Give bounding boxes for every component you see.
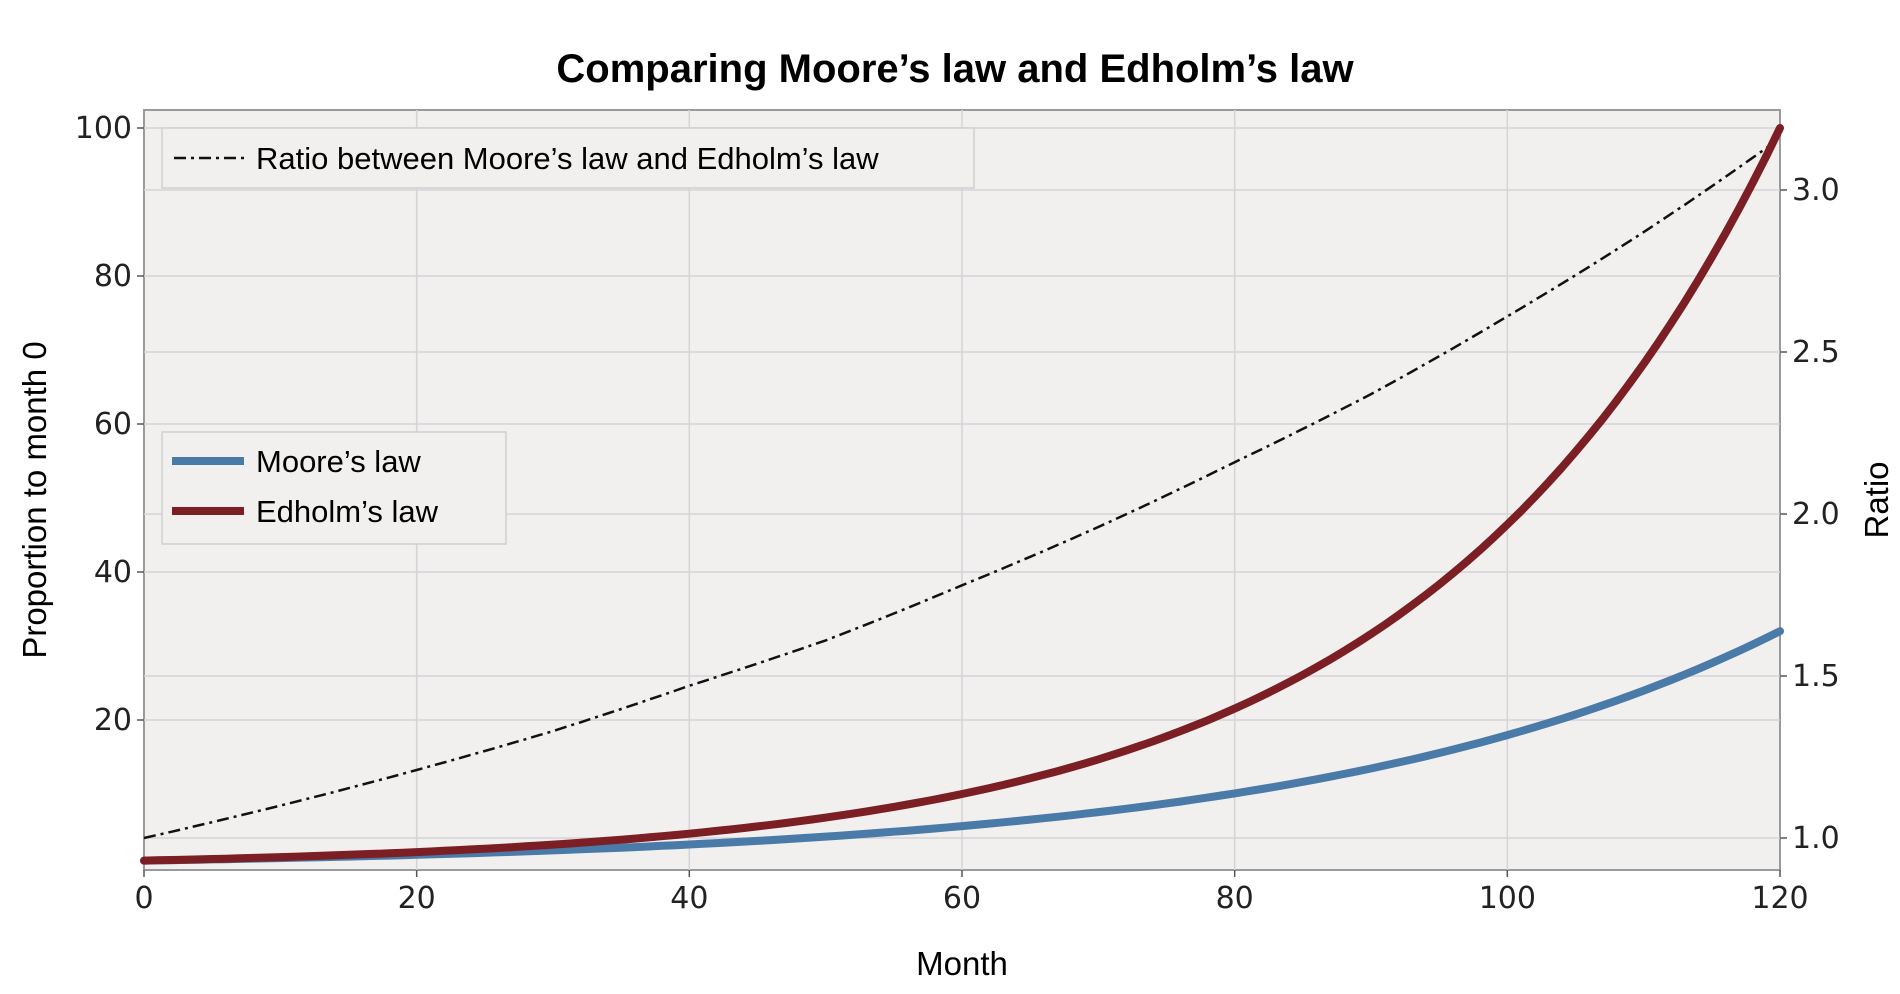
y2-tick-label: 1.0 [1792, 821, 1840, 856]
legend-ratio-label: Ratio between Moore’s law and Edholm’s l… [256, 141, 879, 176]
y2-tick-label: 3.0 [1792, 173, 1840, 208]
y2-tick-label: 2.5 [1792, 335, 1840, 370]
legend-laws-box [161, 431, 507, 545]
y2-tick-label: 1.5 [1792, 659, 1840, 694]
x-tick-label: 60 [943, 881, 981, 916]
x-axis-label: Month [916, 945, 1008, 982]
x-tick-label: 20 [398, 881, 436, 916]
y-tick-label: 80 [94, 259, 132, 294]
legend-laws: Moore’s law Edholm’s law [161, 431, 507, 545]
series-lines [140, 124, 1784, 865]
y2-tick-label: 2.0 [1792, 497, 1840, 532]
x-tick-label: 120 [1751, 881, 1808, 916]
legend-ratio-box [161, 127, 975, 189]
x-tick-label: 80 [1216, 881, 1254, 916]
y2-axis-label: Ratio [1858, 461, 1895, 538]
ticks: 0 20 40 60 80 100 120 20 40 60 80 100 1.0 1.5 2.0 2.5 3.… [75, 111, 1840, 916]
y-tick-label: 60 [94, 407, 132, 442]
chart-title: Comparing Moore’s law and Edholm’s law [556, 47, 1354, 91]
legend-moore-label: Moore’s law [256, 444, 421, 479]
y-axis-label: Proportion to month 0 [16, 341, 53, 658]
x-tick-label: 100 [1479, 881, 1536, 916]
x-tick-label: 40 [670, 881, 708, 916]
edholm-line [140, 124, 1784, 865]
ratio-line [143, 137, 1781, 840]
y-tick-label: 20 [94, 703, 132, 738]
y-tick-label: 100 [75, 111, 132, 146]
legend-ratio: Ratio between Moore’s law and Edholm’s l… [161, 127, 975, 189]
x-tick-label: 0 [134, 881, 153, 916]
y-tick-label: 40 [94, 555, 132, 590]
legend-edholm-label: Edholm’s law [256, 494, 439, 529]
